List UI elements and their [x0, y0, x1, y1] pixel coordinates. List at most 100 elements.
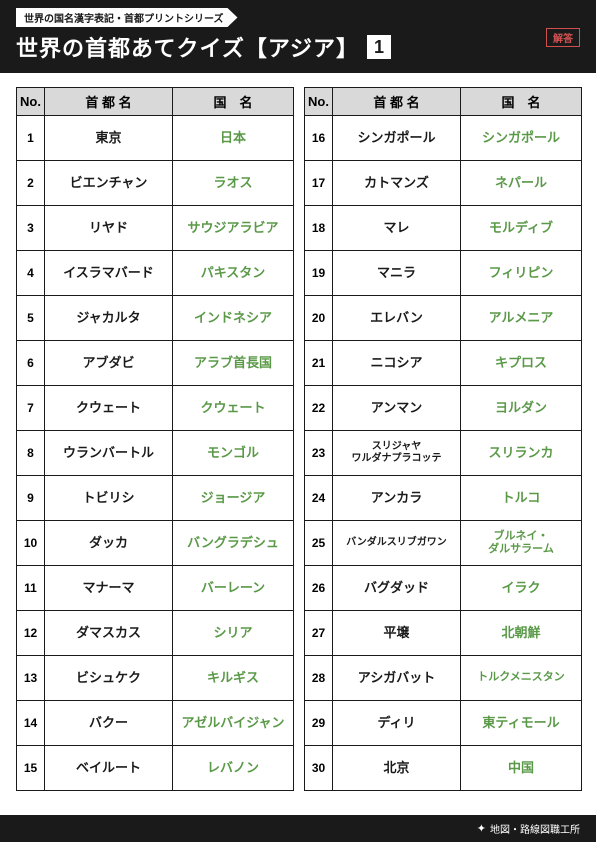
- country-cell: シリア: [173, 611, 294, 656]
- capital-cell: トビリシ: [45, 476, 173, 521]
- row-number: 19: [305, 251, 333, 296]
- country-cell: バングラデシュ: [173, 521, 294, 566]
- table-row: 11マナーマバーレーン: [17, 566, 294, 611]
- table-row: 14バクーアゼルバイジャン: [17, 701, 294, 746]
- row-number: 16: [305, 116, 333, 161]
- table-row: 18マレモルディブ: [305, 206, 582, 251]
- table-row: 10ダッカバングラデシュ: [17, 521, 294, 566]
- country-cell: トルクメニスタン: [461, 656, 582, 701]
- row-number: 13: [17, 656, 45, 701]
- row-number: 18: [305, 206, 333, 251]
- country-cell: キルギス: [173, 656, 294, 701]
- row-number: 24: [305, 476, 333, 521]
- capital-cell: ウランバートル: [45, 431, 173, 476]
- capital-cell: リヤド: [45, 206, 173, 251]
- capital-cell: ダマスカス: [45, 611, 173, 656]
- table-row: 19マニラフィリピン: [305, 251, 582, 296]
- capital-cell: マレ: [333, 206, 461, 251]
- capital-cell: マニラ: [333, 251, 461, 296]
- capital-cell: エレバン: [333, 296, 461, 341]
- row-number: 7: [17, 386, 45, 431]
- capital-cell: アンマン: [333, 386, 461, 431]
- footer-text: 地図・路線図職工所: [490, 821, 580, 836]
- capital-cell: ニコシア: [333, 341, 461, 386]
- table-row: 4イスラマバードパキスタン: [17, 251, 294, 296]
- row-number: 8: [17, 431, 45, 476]
- footer: ✦ 地図・路線図職工所: [0, 815, 596, 842]
- row-number: 9: [17, 476, 45, 521]
- capital-cell: マナーマ: [45, 566, 173, 611]
- row-number: 29: [305, 701, 333, 746]
- compass-icon: ✦: [477, 822, 486, 835]
- country-cell: 東ティモール: [461, 701, 582, 746]
- table-row: 12ダマスカスシリア: [17, 611, 294, 656]
- capital-cell: シンガポール: [333, 116, 461, 161]
- country-cell: イラク: [461, 566, 582, 611]
- country-cell: スリランカ: [461, 431, 582, 476]
- capital-cell: ダッカ: [45, 521, 173, 566]
- capital-cell: ジャカルタ: [45, 296, 173, 341]
- table-row: 15ベイルートレバノン: [17, 746, 294, 791]
- table-row: 8ウランバートルモンゴル: [17, 431, 294, 476]
- capital-cell: スリジャヤワルダナプラコッテ: [333, 431, 461, 476]
- answer-tag: 解答: [546, 28, 580, 47]
- row-number: 2: [17, 161, 45, 206]
- row-number: 12: [17, 611, 45, 656]
- table-row: 7クウェートクウェート: [17, 386, 294, 431]
- table-row: 28アシガバットトルクメニスタン: [305, 656, 582, 701]
- country-cell: インドネシア: [173, 296, 294, 341]
- table-row: 17カトマンズネパール: [305, 161, 582, 206]
- capital-cell: 平壌: [333, 611, 461, 656]
- country-cell: シンガポール: [461, 116, 582, 161]
- col-header-no: No.: [305, 88, 333, 116]
- row-number: 11: [17, 566, 45, 611]
- row-number: 3: [17, 206, 45, 251]
- country-cell: 中国: [461, 746, 582, 791]
- row-number: 30: [305, 746, 333, 791]
- country-cell: ブルネイ・ダルサラーム: [461, 521, 582, 566]
- capital-cell: ディリ: [333, 701, 461, 746]
- row-number: 14: [17, 701, 45, 746]
- capital-cell: クウェート: [45, 386, 173, 431]
- capital-cell: バクー: [45, 701, 173, 746]
- row-number: 25: [305, 521, 333, 566]
- table-row: 24アンカラトルコ: [305, 476, 582, 521]
- header: 世界の国名漢字表記・首都プリントシリーズ 世界の首都あてクイズ【アジア】 1 解…: [0, 0, 596, 73]
- capital-cell: バンダルスリブガワン: [333, 521, 461, 566]
- row-number: 27: [305, 611, 333, 656]
- country-cell: フィリピン: [461, 251, 582, 296]
- capital-cell: 北京: [333, 746, 461, 791]
- main-title: 世界の首都あてクイズ【アジア】: [16, 31, 359, 63]
- country-cell: ラオス: [173, 161, 294, 206]
- table-row: 9トビリシジョージア: [17, 476, 294, 521]
- table-row: 29ディリ東ティモール: [305, 701, 582, 746]
- capital-cell: アンカラ: [333, 476, 461, 521]
- table-row: 16シンガポールシンガポール: [305, 116, 582, 161]
- table-row: 2ビエンチャンラオス: [17, 161, 294, 206]
- country-cell: アラブ首長国: [173, 341, 294, 386]
- row-number: 4: [17, 251, 45, 296]
- table-row: 13ビシュケクキルギス: [17, 656, 294, 701]
- capital-cell: ベイルート: [45, 746, 173, 791]
- table-row: 27平壌北朝鮮: [305, 611, 582, 656]
- row-number: 22: [305, 386, 333, 431]
- country-cell: クウェート: [173, 386, 294, 431]
- row-number: 17: [305, 161, 333, 206]
- quiz-table-right: No. 首 都 名 国 名 16シンガポールシンガポール17カトマンズネパール1…: [304, 87, 582, 791]
- country-cell: アルメニア: [461, 296, 582, 341]
- row-number: 21: [305, 341, 333, 386]
- series-tag: 世界の国名漢字表記・首都プリントシリーズ: [16, 8, 238, 27]
- capital-cell: アシガバット: [333, 656, 461, 701]
- row-number: 10: [17, 521, 45, 566]
- capital-cell: アブダビ: [45, 341, 173, 386]
- country-cell: ヨルダン: [461, 386, 582, 431]
- table-row: 20エレバンアルメニア: [305, 296, 582, 341]
- country-cell: レバノン: [173, 746, 294, 791]
- capital-cell: イスラマバード: [45, 251, 173, 296]
- row-number: 20: [305, 296, 333, 341]
- table-row: 21ニコシアキプロス: [305, 341, 582, 386]
- quiz-table-left: No. 首 都 名 国 名 1東京日本2ビエンチャンラオス3リヤドサウジアラビア…: [16, 87, 294, 791]
- table-row: 5ジャカルタインドネシア: [17, 296, 294, 341]
- col-header-capital: 首 都 名: [45, 88, 173, 116]
- table-row: 30北京中国: [305, 746, 582, 791]
